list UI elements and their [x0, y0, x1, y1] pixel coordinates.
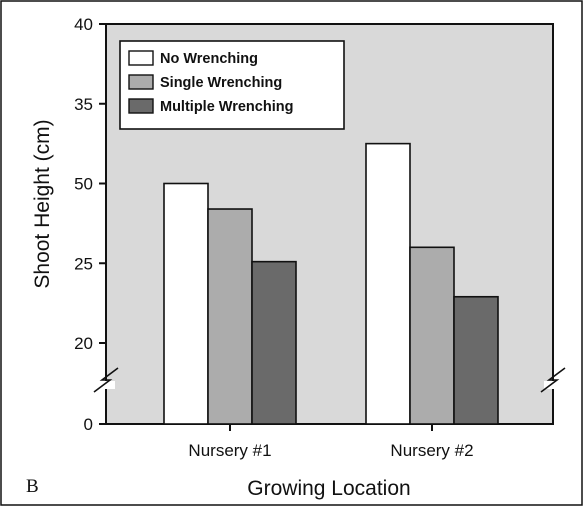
bars [163, 142, 499, 425]
axis-break-gap [97, 381, 115, 389]
y-tick-label: 0 [84, 415, 93, 434]
legend-label: No Wrenching [160, 51, 258, 67]
bar [163, 182, 209, 425]
bar [409, 246, 455, 425]
bar [207, 208, 253, 425]
y-tick-label: 50 [74, 175, 93, 194]
bar [453, 295, 499, 425]
legend-swatch [128, 98, 154, 114]
bar [251, 260, 297, 425]
x-axis: Nursery #1 Nursery #2 [188, 424, 474, 460]
y-tick-label: 35 [74, 95, 93, 114]
x-tick-label: Nursery #2 [390, 441, 473, 460]
y-tick-label: 25 [74, 254, 93, 273]
legend-label: Multiple Wrenching [160, 99, 293, 115]
axis-break-gap [544, 381, 562, 389]
bar [365, 142, 411, 425]
y-axis: 0 20 25 50 35 40 [74, 15, 566, 434]
legend-label: Single Wrenching [160, 75, 282, 91]
y-axis-label: Shoot Height (cm) [31, 119, 54, 288]
legend-box [119, 40, 345, 130]
legend-swatch [128, 74, 154, 90]
y-tick-label: 20 [74, 334, 93, 353]
x-tick-label: Nursery #1 [188, 441, 271, 460]
x-axis-label: Growing Location [247, 477, 410, 500]
y-tick-label: 40 [74, 15, 93, 34]
legend-swatch [128, 50, 154, 66]
axis-break-mark [93, 367, 119, 393]
panel-letter: B [26, 476, 39, 497]
legend: No Wrenching Single Wrenching Multiple Wre… [119, 40, 345, 130]
axis-break-mark [540, 367, 566, 393]
